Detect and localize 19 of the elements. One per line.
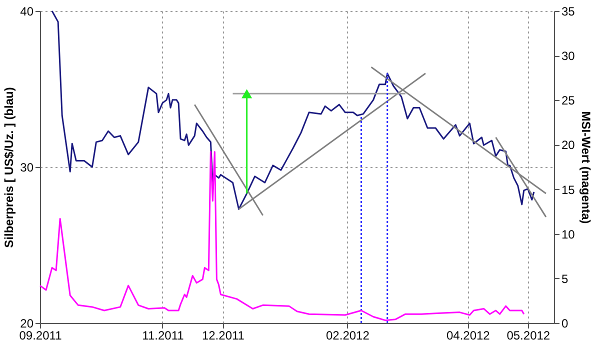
x-tick-label: 02.2012: [326, 328, 370, 342]
y2-tick-label: 10: [562, 227, 576, 242]
x-tick-label: 05.2012: [506, 328, 550, 342]
x-tick-label: 09.2011: [19, 328, 62, 342]
y2-tick-label: 30: [562, 49, 576, 64]
y2-tick-label: 0: [562, 316, 568, 330]
y2-tick-label: 25: [562, 94, 576, 108]
y2-tick-label: 35: [562, 4, 576, 18]
x-tick-label: 04.2012: [446, 328, 490, 342]
y-tick-label: 20: [20, 316, 34, 330]
y-tick-label: 30: [20, 160, 34, 174]
y-axis-title: Silberpreis [ US$/Uz. ] (blau): [2, 87, 16, 248]
x-tick-label: 11.2011: [142, 328, 184, 342]
y2-tick-label: 20: [562, 138, 576, 152]
x-tick-label: 12.2011: [202, 328, 245, 342]
y2-axis-title: MSI-Wert (magenta): [578, 111, 593, 224]
y-tick-label: 40: [20, 4, 34, 18]
y2-tick-label: 15: [562, 182, 576, 197]
y2-tick-label: 5: [562, 272, 568, 286]
